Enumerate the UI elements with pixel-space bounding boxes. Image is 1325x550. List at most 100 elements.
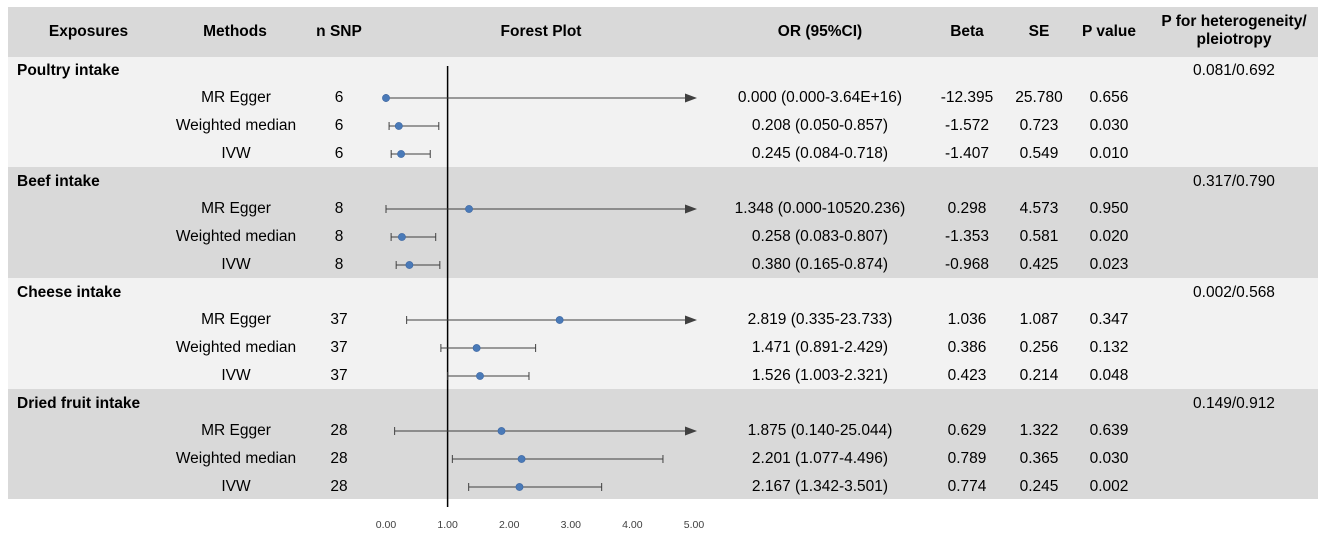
point-estimate [382,94,390,102]
method-label: MR Egger [201,200,271,217]
or-ci-value: 2.201 (1.077-4.496) [751,450,889,467]
p-value: 0.030 [1089,117,1129,134]
point-estimate [555,316,564,324]
header-forest-plot: Forest Plot [500,23,582,40]
p-value: 0.639 [1089,422,1129,439]
p-value: 0.020 [1089,228,1129,245]
header-beta: Beta [950,23,984,40]
p-value: 0.010 [1089,145,1129,162]
se-value: 0.549 [1019,145,1059,162]
or-ci-value: 1.526 (1.003-2.321) [751,367,889,384]
or-ci-value: 1.875 (0.140-25.044) [747,422,893,439]
header-heterogeneity-line1: P for heterogeneity/ [1161,13,1307,30]
group-band [8,278,1318,389]
point-estimate [476,372,484,380]
point-estimate [405,261,414,269]
x-tick-label: 2.00 [499,519,520,531]
x-tick-label: 1.00 [437,519,458,531]
point-estimate [517,455,526,463]
se-value: 0.256 [1019,339,1059,356]
group-band [8,57,1318,167]
method-label: Weighted median [175,339,297,356]
heterogeneity-value: 0.149/0.912 [1193,395,1275,412]
nsnp-value: 37 [330,339,348,356]
nsnp-value: 28 [330,422,348,439]
ci-arrow-head [685,204,697,214]
beta-value: 0.386 [947,339,987,356]
or-ci-value: 1.348 (0.000-10520.236) [734,200,906,217]
header-exposures: Exposures [48,23,129,40]
p-value: 0.023 [1089,256,1129,273]
beta-value: -1.572 [945,117,989,134]
exposure-label: Poultry intake [17,62,120,79]
se-value: 4.573 [1019,200,1059,217]
or-ci-value: 0.000 (0.000-3.64E+16) [737,89,903,106]
se-value: 0.425 [1019,256,1059,273]
method-label: Weighted median [175,228,297,245]
header-nsnp: n SNP [316,23,362,40]
p-value: 0.048 [1089,367,1129,384]
nsnp-value: 28 [330,478,348,495]
nsnp-value: 6 [334,89,344,106]
or-ci-value: 2.819 (0.335-23.733) [747,311,893,328]
exposure-label: Cheese intake [17,284,122,301]
p-value: 0.656 [1089,89,1129,106]
beta-value: -1.407 [945,145,989,162]
group-band [8,167,1318,278]
beta-value: 0.774 [947,478,987,495]
nsnp-value: 6 [334,145,344,162]
group-band [8,389,1318,499]
nsnp-value: 8 [334,228,344,245]
or-ci-value: 2.167 (1.342-3.501) [751,478,889,495]
nsnp-value: 28 [330,450,348,467]
method-label: IVW [221,145,251,162]
point-estimate [397,150,405,158]
method-label: Weighted median [175,450,297,467]
heterogeneity-value: 0.081/0.692 [1193,62,1275,79]
beta-value: 0.423 [947,367,987,384]
method-label: Weighted median [175,117,297,134]
header-se: SE [1028,23,1050,40]
nsnp-value: 8 [334,256,344,273]
header-or-ci: OR (95%CI) [777,23,863,40]
se-value: 0.581 [1019,228,1059,245]
se-value: 0.245 [1019,478,1059,495]
or-ci-value: 0.208 (0.050-0.857) [751,117,889,134]
point-estimate [394,122,403,130]
method-label: MR Egger [201,422,271,439]
nsnp-value: 37 [330,311,348,328]
se-value: 1.322 [1019,422,1059,439]
method-label: IVW [221,256,251,273]
p-value: 0.002 [1089,478,1129,495]
beta-value: 1.036 [947,311,987,328]
x-tick-label: 5.00 [684,519,705,531]
p-value: 0.950 [1089,200,1129,217]
x-tick-label: 3.00 [561,519,582,531]
heterogeneity-value: 0.317/0.790 [1193,173,1275,190]
header-heterogeneity: P for heterogeneity/ pleiotropy [1150,13,1318,49]
se-value: 0.365 [1019,450,1059,467]
method-label: IVW [221,478,251,495]
ci-arrow-head [685,93,697,103]
header-methods: Methods [203,23,267,40]
p-value: 0.347 [1089,311,1129,328]
heterogeneity-value: 0.002/0.568 [1193,284,1275,301]
nsnp-value: 37 [330,367,348,384]
point-estimate [465,205,473,213]
nsnp-value: 8 [334,200,344,217]
se-value: 25.780 [1015,89,1063,106]
or-ci-value: 0.258 (0.083-0.807) [751,228,889,245]
method-label: MR Egger [201,311,271,328]
se-value: 0.214 [1019,367,1059,384]
header-heterogeneity-line2: pleiotropy [1196,31,1272,48]
nsnp-value: 6 [334,117,344,134]
header-p-value: P value [1081,23,1136,40]
beta-value: 0.789 [947,450,987,467]
exposure-label: Dried fruit intake [17,395,141,412]
beta-value: -0.968 [945,256,989,273]
point-estimate [397,233,406,241]
or-ci-value: 0.245 (0.084-0.718) [751,145,889,162]
beta-value: 0.298 [947,200,987,217]
